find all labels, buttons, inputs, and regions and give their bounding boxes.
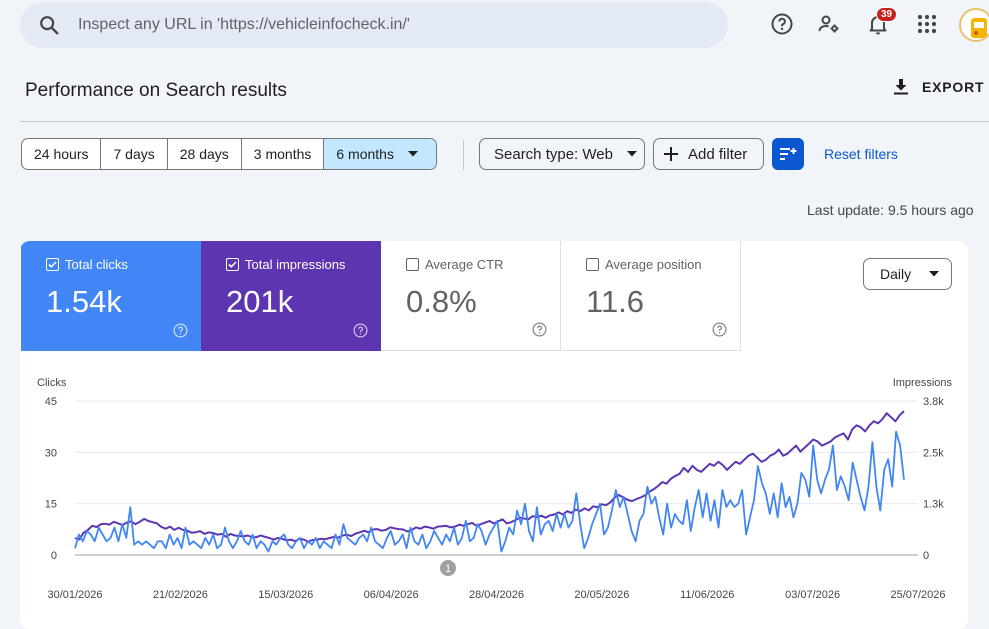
reset-filters-link[interactable]: Reset filters (824, 146, 898, 162)
impressions-line (74, 410, 905, 543)
y-left-tick-label: 45 (45, 396, 57, 408)
metric-average-position[interactable]: Average position 11.6 (561, 241, 741, 351)
granularity-label: Daily (880, 266, 912, 282)
metric-label: Average CTR (425, 257, 504, 272)
metric-value: 11.6 (586, 284, 645, 319)
add-filter-button[interactable]: Add filter (653, 138, 764, 170)
last-update-text: Last update: 9.5 hours ago (807, 202, 974, 218)
metric-label: Total impressions (245, 257, 346, 272)
performance-chart: Clicks Impressions 0 0 15 1.3k 30 2.5k 45 3.8k 3… (37, 377, 953, 601)
performance-card: Total clicks 1.54k Total impressions 201… (20, 241, 968, 629)
chart-annotation[interactable]: 1 (440, 560, 456, 576)
help-icon[interactable] (532, 322, 547, 337)
y-right-tick-label: 1.3k (923, 499, 944, 511)
range-6-months-label: 6 months (336, 146, 394, 162)
dropdown-arrow-icon (407, 151, 418, 157)
metric-label: Average position (605, 257, 702, 272)
x-tick-label: 25/07/2026 (890, 589, 945, 601)
x-tick-label: 28/04/2026 (469, 589, 524, 601)
plus-icon (664, 147, 678, 161)
search-type-dropdown[interactable]: Search type: Web (479, 138, 645, 170)
y-right-tick-label: 0 (923, 550, 929, 562)
apps-grid-icon[interactable] (913, 10, 941, 38)
help-icon[interactable] (712, 322, 727, 337)
page-title: Performance on Search results (25, 80, 287, 101)
chart-tick-labels: 0 0 15 1.3k 30 2.5k 45 3.8k 30/01/2026 21/02/2026… (45, 396, 946, 601)
download-icon (894, 79, 908, 95)
metric-label: Total clicks (65, 257, 128, 272)
y-left-axis-label: Clicks (37, 377, 67, 389)
export-label: EXPORT (922, 79, 985, 95)
header-divider (20, 121, 989, 122)
metric-average-ctr[interactable]: Average CTR 0.8% (381, 241, 561, 351)
x-tick-label: 30/01/2026 (47, 589, 102, 601)
chart-series (74, 410, 905, 553)
help-icon[interactable] (353, 323, 368, 338)
y-left-tick-label: 30 (45, 447, 57, 459)
search-type-label: Search type: Web (494, 145, 613, 163)
help-icon[interactable] (768, 10, 796, 38)
filter-settings-button[interactable] (772, 138, 804, 170)
annotation-label: 1 (445, 563, 451, 575)
clicks-line (74, 430, 905, 553)
checkbox-checked-icon[interactable] (46, 258, 59, 271)
help-icon[interactable] (173, 323, 188, 338)
filter-list-icon (780, 148, 797, 160)
search-icon (20, 14, 78, 36)
avatar[interactable] (959, 8, 989, 42)
search-input[interactable] (78, 16, 678, 34)
chart-gridlines (75, 400, 918, 556)
metric-value: 1.54k (46, 284, 122, 319)
range-3-months[interactable]: 3 months (242, 139, 325, 169)
export-button[interactable]: EXPORT (892, 78, 984, 96)
metric-value: 0.8% (406, 284, 477, 319)
y-right-tick-label: 3.8k (923, 396, 944, 408)
x-tick-label: 21/02/2026 (153, 589, 208, 601)
y-left-tick-label: 15 (45, 499, 57, 511)
top-bar: 39 (0, 0, 989, 50)
metric-value: 201k (226, 284, 294, 319)
url-inspection-search[interactable] (20, 2, 728, 48)
range-28-days[interactable]: 28 days (168, 139, 242, 169)
y-left-tick-label: 0 (51, 550, 57, 562)
notification-badge: 39 (876, 7, 898, 22)
x-tick-label: 03/07/2026 (785, 589, 840, 601)
notifications-icon[interactable]: 39 (864, 7, 898, 38)
range-6-months[interactable]: 6 months (324, 139, 436, 169)
user-settings-icon[interactable] (815, 10, 843, 38)
annotation-marker[interactable] (440, 560, 456, 576)
x-tick-label: 11/06/2026 (680, 589, 734, 601)
checkbox-unchecked-icon[interactable] (586, 258, 599, 271)
add-filter-label: Add filter (688, 145, 748, 163)
checkbox-checked-icon[interactable] (226, 258, 239, 271)
x-tick-label: 20/05/2026 (574, 589, 629, 601)
dropdown-arrow-icon (626, 151, 637, 157)
range-7-days[interactable]: 7 days (101, 139, 168, 169)
granularity-dropdown[interactable]: Daily (863, 258, 952, 290)
metric-total-clicks[interactable]: Total clicks 1.54k (21, 241, 201, 351)
y-right-axis-label: Impressions (893, 377, 953, 389)
date-range-selector: 24 hours 7 days 28 days 3 months 6 month… (21, 138, 437, 170)
metric-total-impressions[interactable]: Total impressions 201k (201, 241, 381, 351)
dropdown-arrow-icon (929, 271, 940, 277)
checkbox-unchecked-icon[interactable] (406, 258, 419, 271)
y-right-tick-label: 2.5k (923, 447, 944, 459)
x-tick-label: 06/04/2026 (364, 589, 419, 601)
range-24-hours[interactable]: 24 hours (22, 139, 102, 169)
x-tick-label: 15/03/2026 (258, 589, 313, 601)
filter-divider (463, 140, 464, 170)
